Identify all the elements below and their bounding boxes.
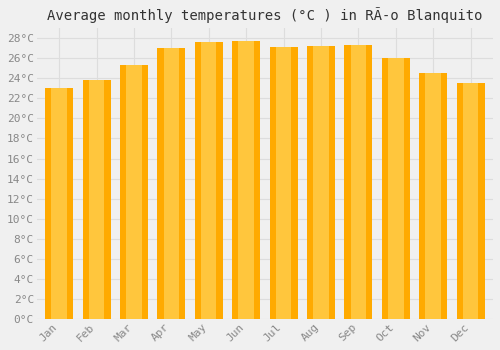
Bar [463,83,478,319]
Title: Average monthly temperatures (°C ) in RÃ­o Blanquito: Average monthly temperatures (°C ) in RÃ… [47,7,482,23]
Bar [350,45,366,319]
Bar [164,48,179,319]
Bar [52,88,67,319]
Bar [314,46,328,319]
Bar [426,74,441,319]
Bar [195,42,223,319]
Bar [158,48,186,319]
Bar [344,45,372,319]
Bar [276,47,291,319]
Bar [270,47,297,319]
Bar [45,88,73,319]
Bar [238,41,254,319]
Bar [307,46,335,319]
Bar [120,65,148,319]
Bar [456,83,484,319]
Bar [201,42,216,319]
Bar [82,80,110,319]
Bar [232,41,260,319]
Bar [126,65,142,319]
Bar [388,58,404,319]
Bar [89,80,104,319]
Bar [382,58,410,319]
Bar [419,74,447,319]
